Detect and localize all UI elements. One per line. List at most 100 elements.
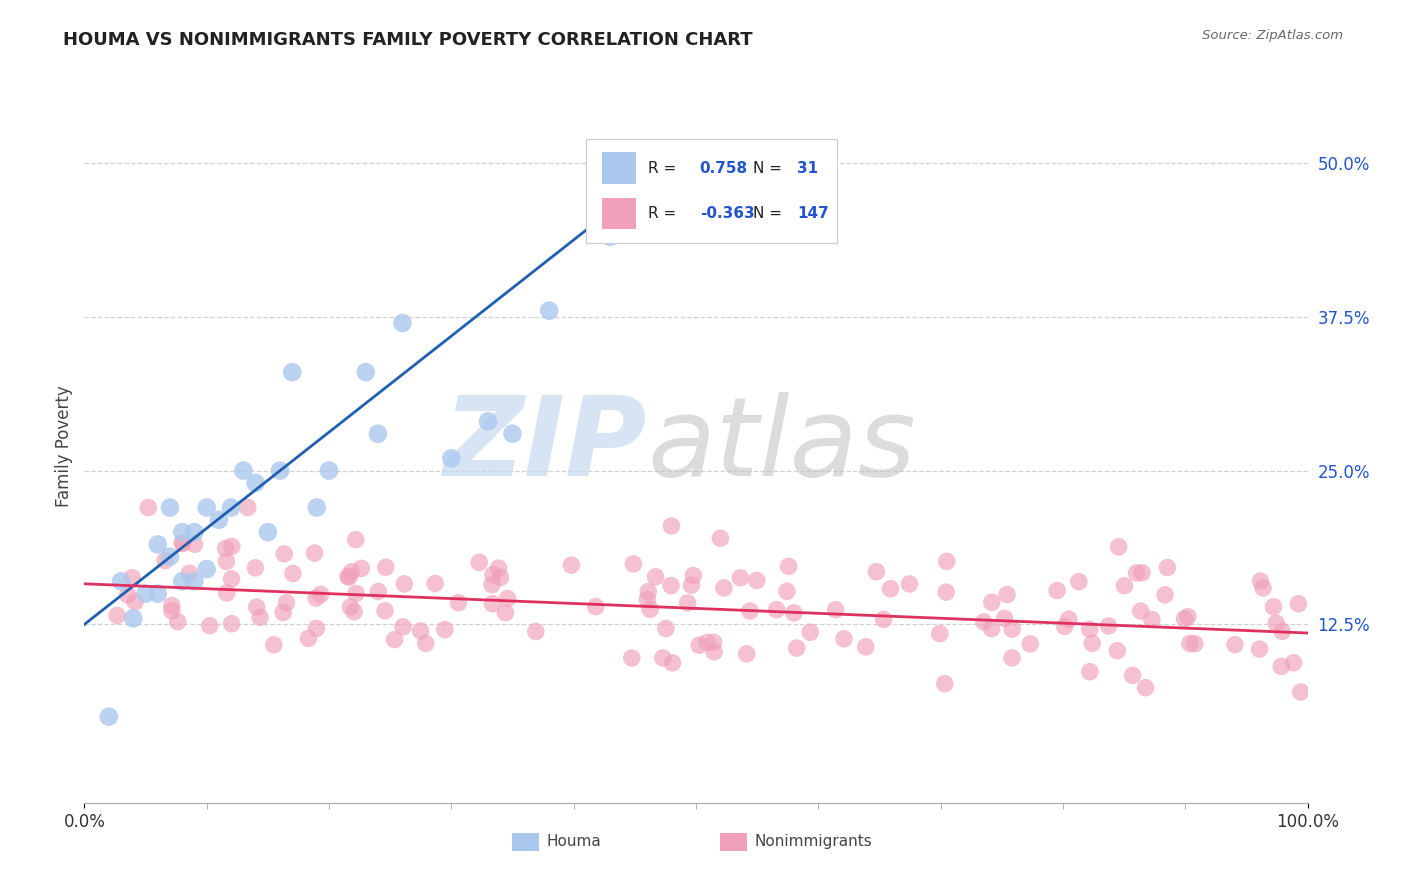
Point xyxy=(195,500,218,515)
FancyBboxPatch shape xyxy=(586,139,837,243)
Text: R =: R = xyxy=(648,161,676,177)
Text: 31: 31 xyxy=(797,161,818,177)
FancyBboxPatch shape xyxy=(513,833,540,851)
Point xyxy=(160,599,183,613)
Point xyxy=(1271,624,1294,639)
Text: Houma: Houma xyxy=(547,834,602,849)
Point xyxy=(1057,612,1080,626)
Point xyxy=(1046,583,1069,598)
Point xyxy=(215,554,238,568)
Point xyxy=(1289,685,1312,699)
Point xyxy=(973,615,995,629)
Point xyxy=(159,500,181,515)
Point xyxy=(409,624,432,638)
Point xyxy=(160,604,183,618)
Point xyxy=(494,606,516,620)
Point xyxy=(980,622,1002,636)
Point xyxy=(172,574,194,589)
Point xyxy=(477,414,499,428)
Point xyxy=(824,603,846,617)
Point xyxy=(696,635,718,649)
Point xyxy=(765,602,787,616)
Point xyxy=(738,604,761,618)
Point xyxy=(354,365,377,379)
Point xyxy=(928,626,950,640)
Point xyxy=(1001,622,1024,636)
Point xyxy=(221,616,243,631)
Point xyxy=(415,636,437,650)
Point xyxy=(124,595,146,609)
Point xyxy=(179,566,201,581)
Y-axis label: Family Poverty: Family Poverty xyxy=(55,385,73,507)
Point xyxy=(585,599,607,614)
Point xyxy=(281,365,304,379)
Point xyxy=(172,536,194,550)
Point xyxy=(1135,681,1157,695)
Point xyxy=(440,451,463,466)
Text: Source: ZipAtlas.com: Source: ZipAtlas.com xyxy=(1202,29,1343,42)
Point xyxy=(560,558,582,573)
Point xyxy=(172,536,194,550)
Point xyxy=(221,540,243,554)
Point xyxy=(232,464,254,478)
Point xyxy=(638,602,661,616)
Point xyxy=(1154,588,1177,602)
Point xyxy=(159,549,181,564)
Point xyxy=(183,525,205,540)
Point xyxy=(786,641,808,656)
Point xyxy=(246,600,269,615)
Point xyxy=(778,559,800,574)
Point xyxy=(898,577,921,591)
Point xyxy=(681,578,703,592)
Point xyxy=(1097,619,1119,633)
Point xyxy=(433,623,456,637)
Point xyxy=(447,596,470,610)
Point xyxy=(195,562,218,576)
Point xyxy=(215,586,238,600)
Point xyxy=(1174,612,1197,626)
Point xyxy=(832,632,855,646)
Point xyxy=(136,500,159,515)
Point xyxy=(219,500,242,515)
Text: N =: N = xyxy=(754,205,783,220)
Point xyxy=(620,651,643,665)
Point xyxy=(1184,637,1206,651)
Point xyxy=(245,561,267,575)
Point xyxy=(374,604,396,618)
Point xyxy=(1263,599,1285,614)
Point xyxy=(637,584,659,599)
Point xyxy=(713,581,735,595)
Point xyxy=(1078,622,1101,636)
Point xyxy=(489,571,512,585)
Point xyxy=(1067,574,1090,589)
Point xyxy=(1282,656,1305,670)
Point xyxy=(374,560,396,574)
Text: Nonimmigrants: Nonimmigrants xyxy=(755,834,873,849)
Point xyxy=(122,611,145,625)
Point xyxy=(1001,651,1024,665)
Point xyxy=(488,561,510,575)
Point xyxy=(1129,604,1152,618)
Point xyxy=(1019,637,1042,651)
Point xyxy=(339,600,361,615)
Point xyxy=(524,624,547,639)
Point xyxy=(661,519,683,533)
Point xyxy=(391,316,413,330)
Point xyxy=(745,574,768,588)
Point xyxy=(367,584,389,599)
Point xyxy=(1177,609,1199,624)
Point xyxy=(1249,642,1271,657)
Point xyxy=(481,578,503,592)
Point xyxy=(245,475,267,490)
Point xyxy=(636,592,658,607)
Point xyxy=(273,547,295,561)
Text: R =: R = xyxy=(648,205,676,220)
Point xyxy=(172,525,194,540)
Point xyxy=(208,513,231,527)
Point xyxy=(709,531,731,545)
Point xyxy=(1053,619,1076,633)
Point xyxy=(117,588,139,602)
Point xyxy=(995,588,1018,602)
Point xyxy=(676,596,699,610)
Point xyxy=(236,500,259,515)
